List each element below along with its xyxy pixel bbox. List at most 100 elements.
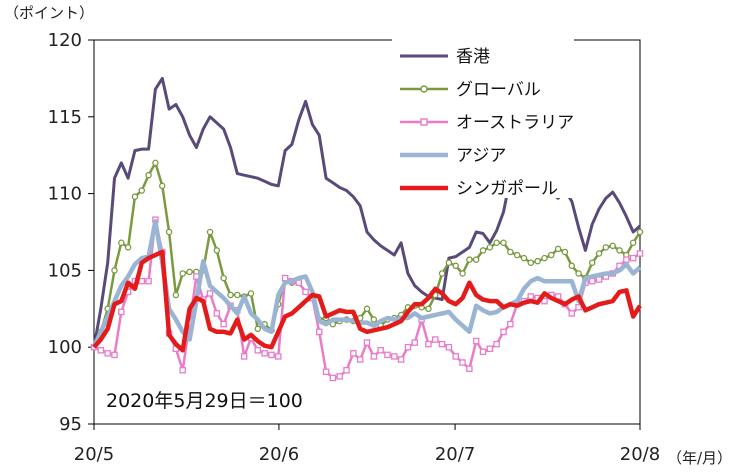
- series-point: [343, 366, 350, 374]
- series-point: [623, 256, 630, 263]
- series-point: [472, 256, 480, 263]
- series-point: [459, 270, 466, 277]
- series-point: [431, 336, 439, 343]
- series-point: [268, 351, 275, 359]
- series-point: [124, 244, 132, 251]
- series-point: [520, 254, 528, 262]
- series-point: [527, 259, 535, 266]
- legend-background: [392, 38, 574, 198]
- series-point: [588, 277, 596, 285]
- series-point: [486, 244, 494, 251]
- series-point: [500, 328, 507, 336]
- series-point: [507, 320, 514, 328]
- series-point: [220, 320, 227, 328]
- series-point: [111, 351, 118, 359]
- series-point: [391, 353, 398, 360]
- y-tick-label: 100: [48, 337, 82, 358]
- series-point: [561, 248, 569, 256]
- series-point: [629, 254, 637, 262]
- series-point: [97, 347, 105, 354]
- series-point: [411, 339, 419, 346]
- series-point: [541, 297, 548, 305]
- series-point: [595, 250, 603, 257]
- legend-marker: [420, 118, 428, 126]
- series-point: [138, 187, 146, 194]
- series-point: [500, 239, 507, 247]
- series-point: [377, 347, 384, 354]
- x-axis-unit-label: （年/月）: [667, 449, 732, 467]
- series-point: [636, 228, 644, 236]
- series-point: [459, 359, 466, 366]
- series-point: [445, 259, 453, 266]
- series-point: [629, 239, 637, 247]
- series-point: [131, 193, 139, 200]
- series-point: [152, 159, 159, 167]
- series-point: [493, 239, 500, 247]
- legend-label-2: オーストラリア: [456, 113, 574, 133]
- legend-label-3: アジア: [456, 146, 506, 166]
- x-tick-label: 20/5: [74, 444, 114, 465]
- series-point: [158, 182, 166, 190]
- chart-axes: 95 100 105 110 115 120 20/5 20/6 20/7 20/8: [48, 30, 661, 465]
- series-point: [172, 291, 180, 299]
- series-point: [206, 290, 214, 297]
- series-point: [281, 274, 289, 282]
- legend-label-0: 香港: [456, 47, 490, 67]
- series-point: [145, 171, 152, 179]
- series-point: [493, 340, 500, 348]
- series-point: [350, 350, 357, 357]
- series-point: [636, 250, 644, 257]
- series-point: [568, 310, 576, 317]
- series-point: [206, 228, 214, 236]
- series-point: [588, 259, 596, 266]
- series-point: [479, 348, 487, 356]
- series-point: [104, 350, 111, 357]
- series-point: [554, 245, 562, 253]
- series-point: [138, 277, 146, 285]
- series-point: [234, 291, 241, 299]
- series-point: [302, 288, 309, 296]
- series-point: [384, 351, 391, 359]
- series-point: [370, 353, 378, 360]
- legend-label-1: グローバル: [456, 80, 541, 100]
- series-point: [336, 373, 343, 380]
- series-point: [534, 257, 541, 265]
- x-tick-label: 20/7: [435, 444, 475, 465]
- base-date-annotation: 2020年5月29日＝100: [106, 390, 303, 412]
- series-point: [370, 316, 378, 323]
- series-point: [575, 304, 582, 311]
- series-point: [397, 356, 405, 363]
- series-point: [315, 328, 323, 336]
- y-tick-label: 105: [48, 260, 82, 281]
- series-point: [240, 353, 248, 360]
- y-tick-label: 120: [48, 30, 82, 51]
- series-point: [118, 308, 125, 316]
- series-point: [548, 251, 555, 259]
- y-tick-label: 95: [59, 414, 82, 435]
- series-point: [186, 268, 193, 276]
- series-point: [575, 270, 582, 277]
- series-point: [466, 256, 473, 263]
- series-point: [227, 291, 234, 299]
- series-point: [602, 244, 610, 251]
- series-point: [404, 343, 412, 351]
- series-point: [452, 262, 459, 270]
- series-point: [445, 343, 453, 351]
- x-tick-label: 20/6: [259, 444, 299, 465]
- series-point: [438, 270, 446, 277]
- y-tick-label: 110: [48, 184, 82, 205]
- series-point: [425, 340, 432, 348]
- series-point: [261, 350, 268, 357]
- series-point: [486, 345, 494, 352]
- series-point: [165, 228, 173, 236]
- x-tick-label: 20/8: [620, 444, 660, 465]
- series-point: [213, 247, 221, 254]
- series-point: [609, 242, 616, 250]
- series-point: [322, 368, 330, 376]
- series-point: [438, 340, 446, 348]
- series-point: [568, 262, 576, 270]
- series-point: [179, 270, 186, 277]
- series-point: [356, 356, 364, 363]
